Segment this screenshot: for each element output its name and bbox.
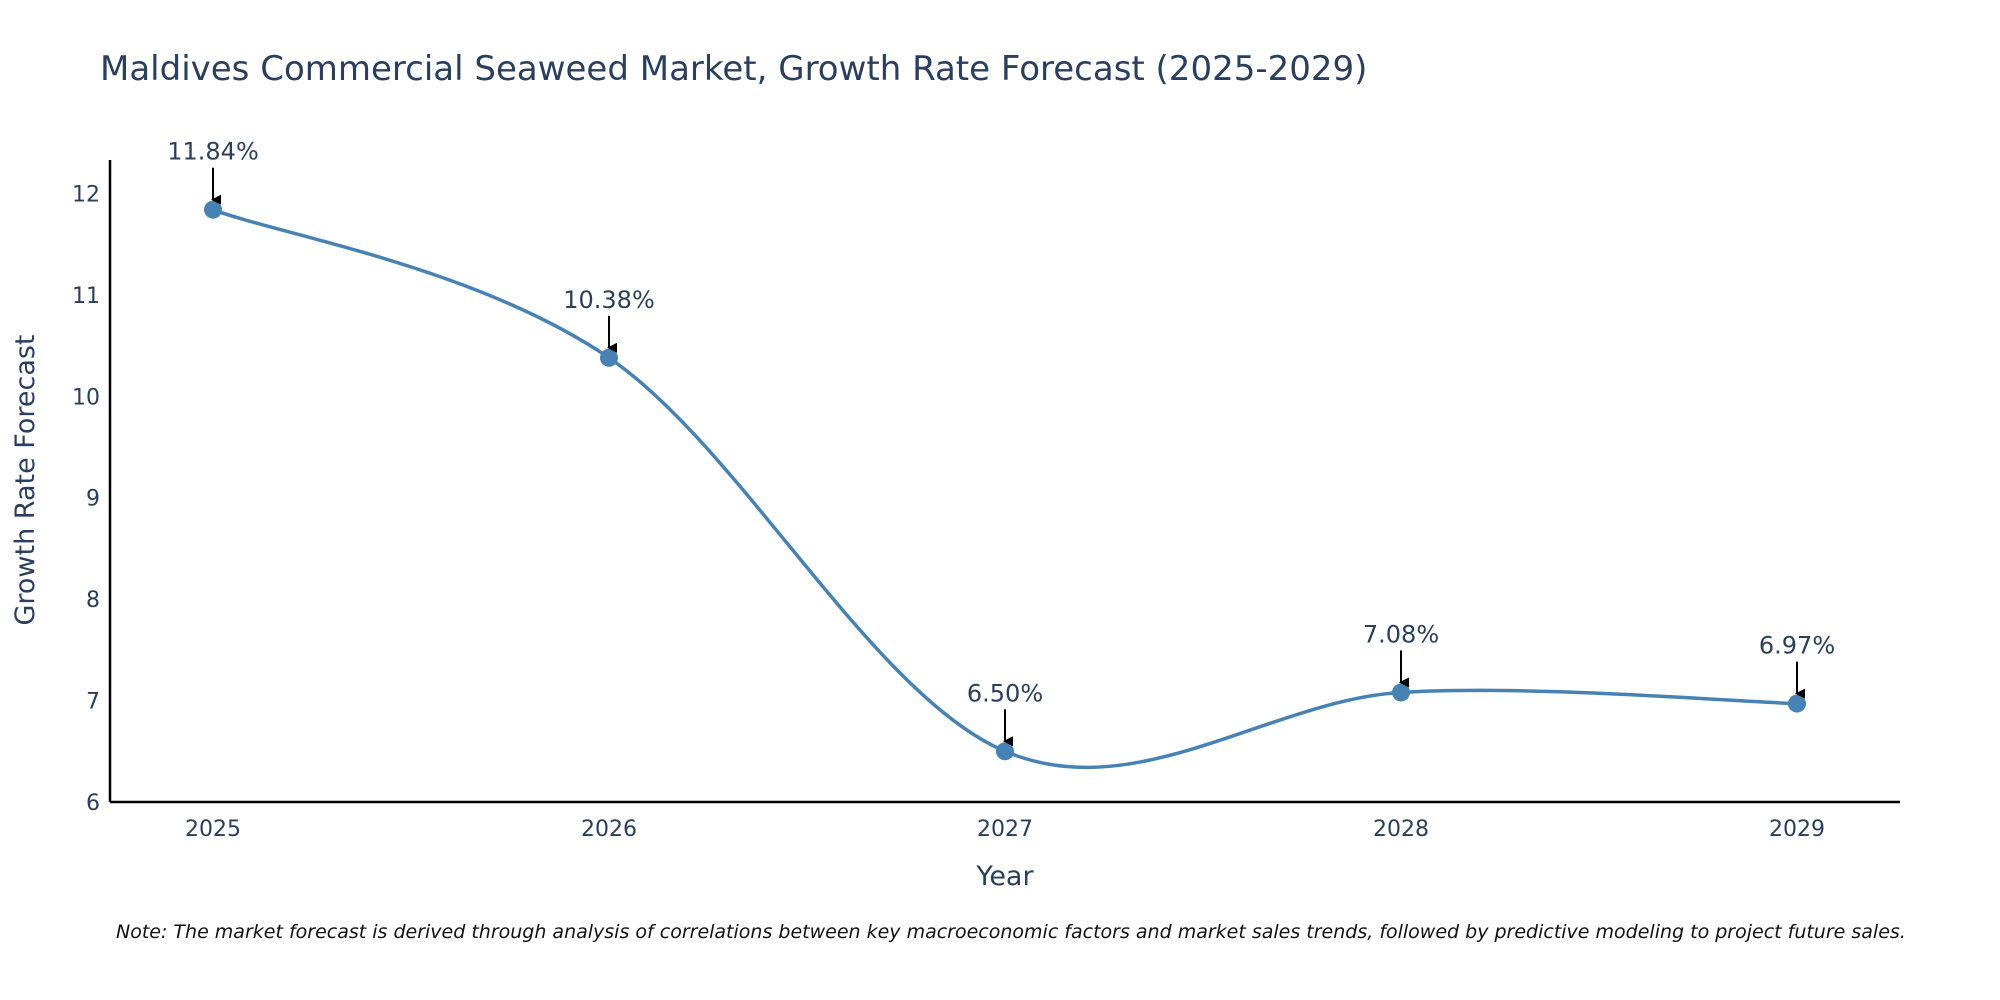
chart-note: Note: The market forecast is derived thr…	[116, 921, 1906, 943]
x-axis-title: Year	[975, 861, 1034, 892]
chart-title: Maldives Commercial Seaweed Market, Grow…	[100, 49, 1367, 89]
data-point[interactable]	[996, 742, 1014, 761]
data-markers	[204, 200, 1806, 761]
x-tick-label: 2025	[185, 817, 241, 842]
y-tick-label: 8	[86, 588, 100, 613]
y-axis-title: Growth Rate Forecast	[10, 334, 41, 625]
x-tick-label: 2028	[1373, 817, 1429, 842]
y-tick-label: 7	[86, 690, 100, 715]
data-point[interactable]	[600, 348, 618, 367]
data-point[interactable]	[204, 200, 222, 219]
y-tick-label: 11	[72, 284, 100, 309]
y-tick-label: 10	[72, 385, 100, 410]
data-label: 6.97%	[1759, 632, 1835, 660]
data-point[interactable]	[1788, 694, 1806, 713]
y-tick-label: 9	[86, 487, 100, 512]
y-axis-ticks: 6 7 8 9 10 11 12	[72, 182, 100, 816]
x-tick-label: 2026	[581, 817, 637, 842]
y-tick-label: 12	[72, 182, 100, 207]
x-tick-label: 2029	[1769, 817, 1825, 842]
data-label: 11.84%	[167, 138, 259, 166]
y-tick-label: 6	[86, 791, 100, 816]
x-axis-ticks: 2025 2026 2027 2028 2029	[185, 817, 1825, 842]
data-point[interactable]	[1392, 683, 1410, 702]
data-label: 10.38%	[563, 286, 655, 314]
data-label: 6.50%	[967, 679, 1043, 707]
x-tick-label: 2027	[977, 817, 1033, 842]
series-line	[211, 207, 1799, 769]
data-annotations: 11.84% 10.38% 6.50% 7.08% 6.97%	[167, 138, 1835, 747]
data-label: 7.08%	[1363, 620, 1439, 648]
